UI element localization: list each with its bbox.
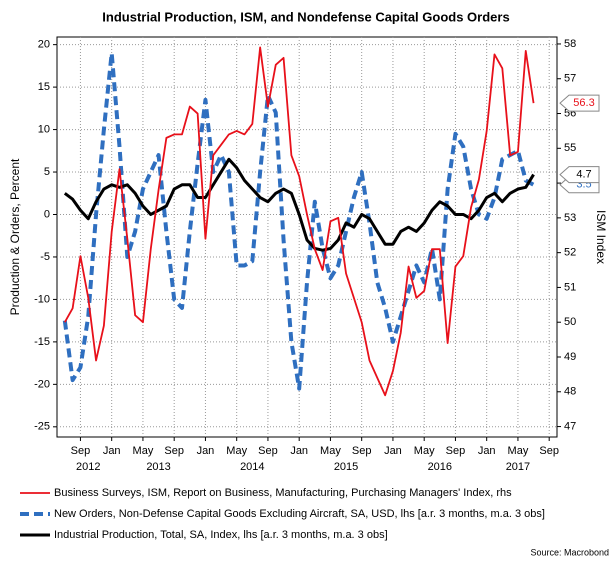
y-tick-label: 0 <box>44 208 50 220</box>
x-tick-label: Jan <box>384 445 402 457</box>
x-tick-label: May <box>133 445 154 457</box>
y2-tick-label: 53 <box>564 212 576 224</box>
y2-tick-label: 50 <box>564 316 576 328</box>
value-tag <box>559 166 600 184</box>
x-year-label: 2012 <box>76 461 100 473</box>
y2-axis-label: ISM Index <box>594 210 608 264</box>
source: Source: Macrobond <box>530 547 609 557</box>
x-year-label: 2015 <box>334 461 358 473</box>
x-tick-label: Sep <box>258 445 278 457</box>
y2-tick-label: 48 <box>564 386 576 398</box>
x-tick-label: Jan <box>197 445 215 457</box>
x-tick-label: May <box>320 445 341 457</box>
y2-tick-label: 55 <box>564 142 576 154</box>
x-tick-label: Sep <box>352 445 372 457</box>
y2-tick-label: 57 <box>564 73 576 85</box>
legend-label: New Orders, Non-Defense Capital Goods Ex… <box>54 508 545 520</box>
y2-tick-label: 51 <box>564 281 576 293</box>
y-tick-label: -10 <box>34 293 50 305</box>
x-tick-label: Sep <box>539 445 559 457</box>
x-tick-label: Jan <box>478 445 496 457</box>
y-tick-label: 15 <box>38 81 50 93</box>
value-tag <box>559 94 600 112</box>
y-tick-label: 20 <box>38 39 50 51</box>
y-tick-label: 10 <box>38 123 50 135</box>
x-tick-label: Jan <box>290 445 308 457</box>
chart-title: Industrial Production, ISM, and Nondefen… <box>102 9 509 24</box>
plot-frame <box>56 36 558 438</box>
series-line <box>63 157 535 252</box>
x-tick-label: Jan <box>103 445 121 457</box>
y-tick-label: 5 <box>44 166 50 178</box>
x-year-label: 2014 <box>240 461 264 473</box>
x-tick-label: May <box>414 445 435 457</box>
x-year-label: 2017 <box>506 461 530 473</box>
y2-tick-label: 49 <box>564 351 576 363</box>
y2-tick-label: 58 <box>564 38 576 50</box>
x-tick-label: Sep <box>164 445 184 457</box>
y-tick-label: -5 <box>40 251 50 263</box>
series-line <box>62 51 535 391</box>
x-tick-label: Sep <box>446 445 466 457</box>
x-tick-label: Sep <box>71 445 91 457</box>
y-axis-label: Production & Orders, Percent <box>8 158 22 315</box>
x-tick-label: May <box>226 445 247 457</box>
y-tick-label: -25 <box>34 421 50 433</box>
value-tag-label: 56.3 <box>573 97 594 109</box>
x-year-label: 2016 <box>428 461 452 473</box>
y-tick-label: -20 <box>34 378 50 390</box>
legend-label: Industrial Production, Total, SA, Index,… <box>54 529 388 541</box>
y2-tick-label: 52 <box>564 247 576 259</box>
value-tag-label: 4.7 <box>576 168 591 180</box>
x-tick-label: May <box>508 445 529 457</box>
x-year-label: 2013 <box>146 461 170 473</box>
legend-label: Business Surveys, ISM, Report on Busines… <box>54 487 512 499</box>
y-tick-label: -15 <box>34 336 50 348</box>
y2-tick-label: 47 <box>564 420 576 432</box>
series-line <box>64 46 535 397</box>
